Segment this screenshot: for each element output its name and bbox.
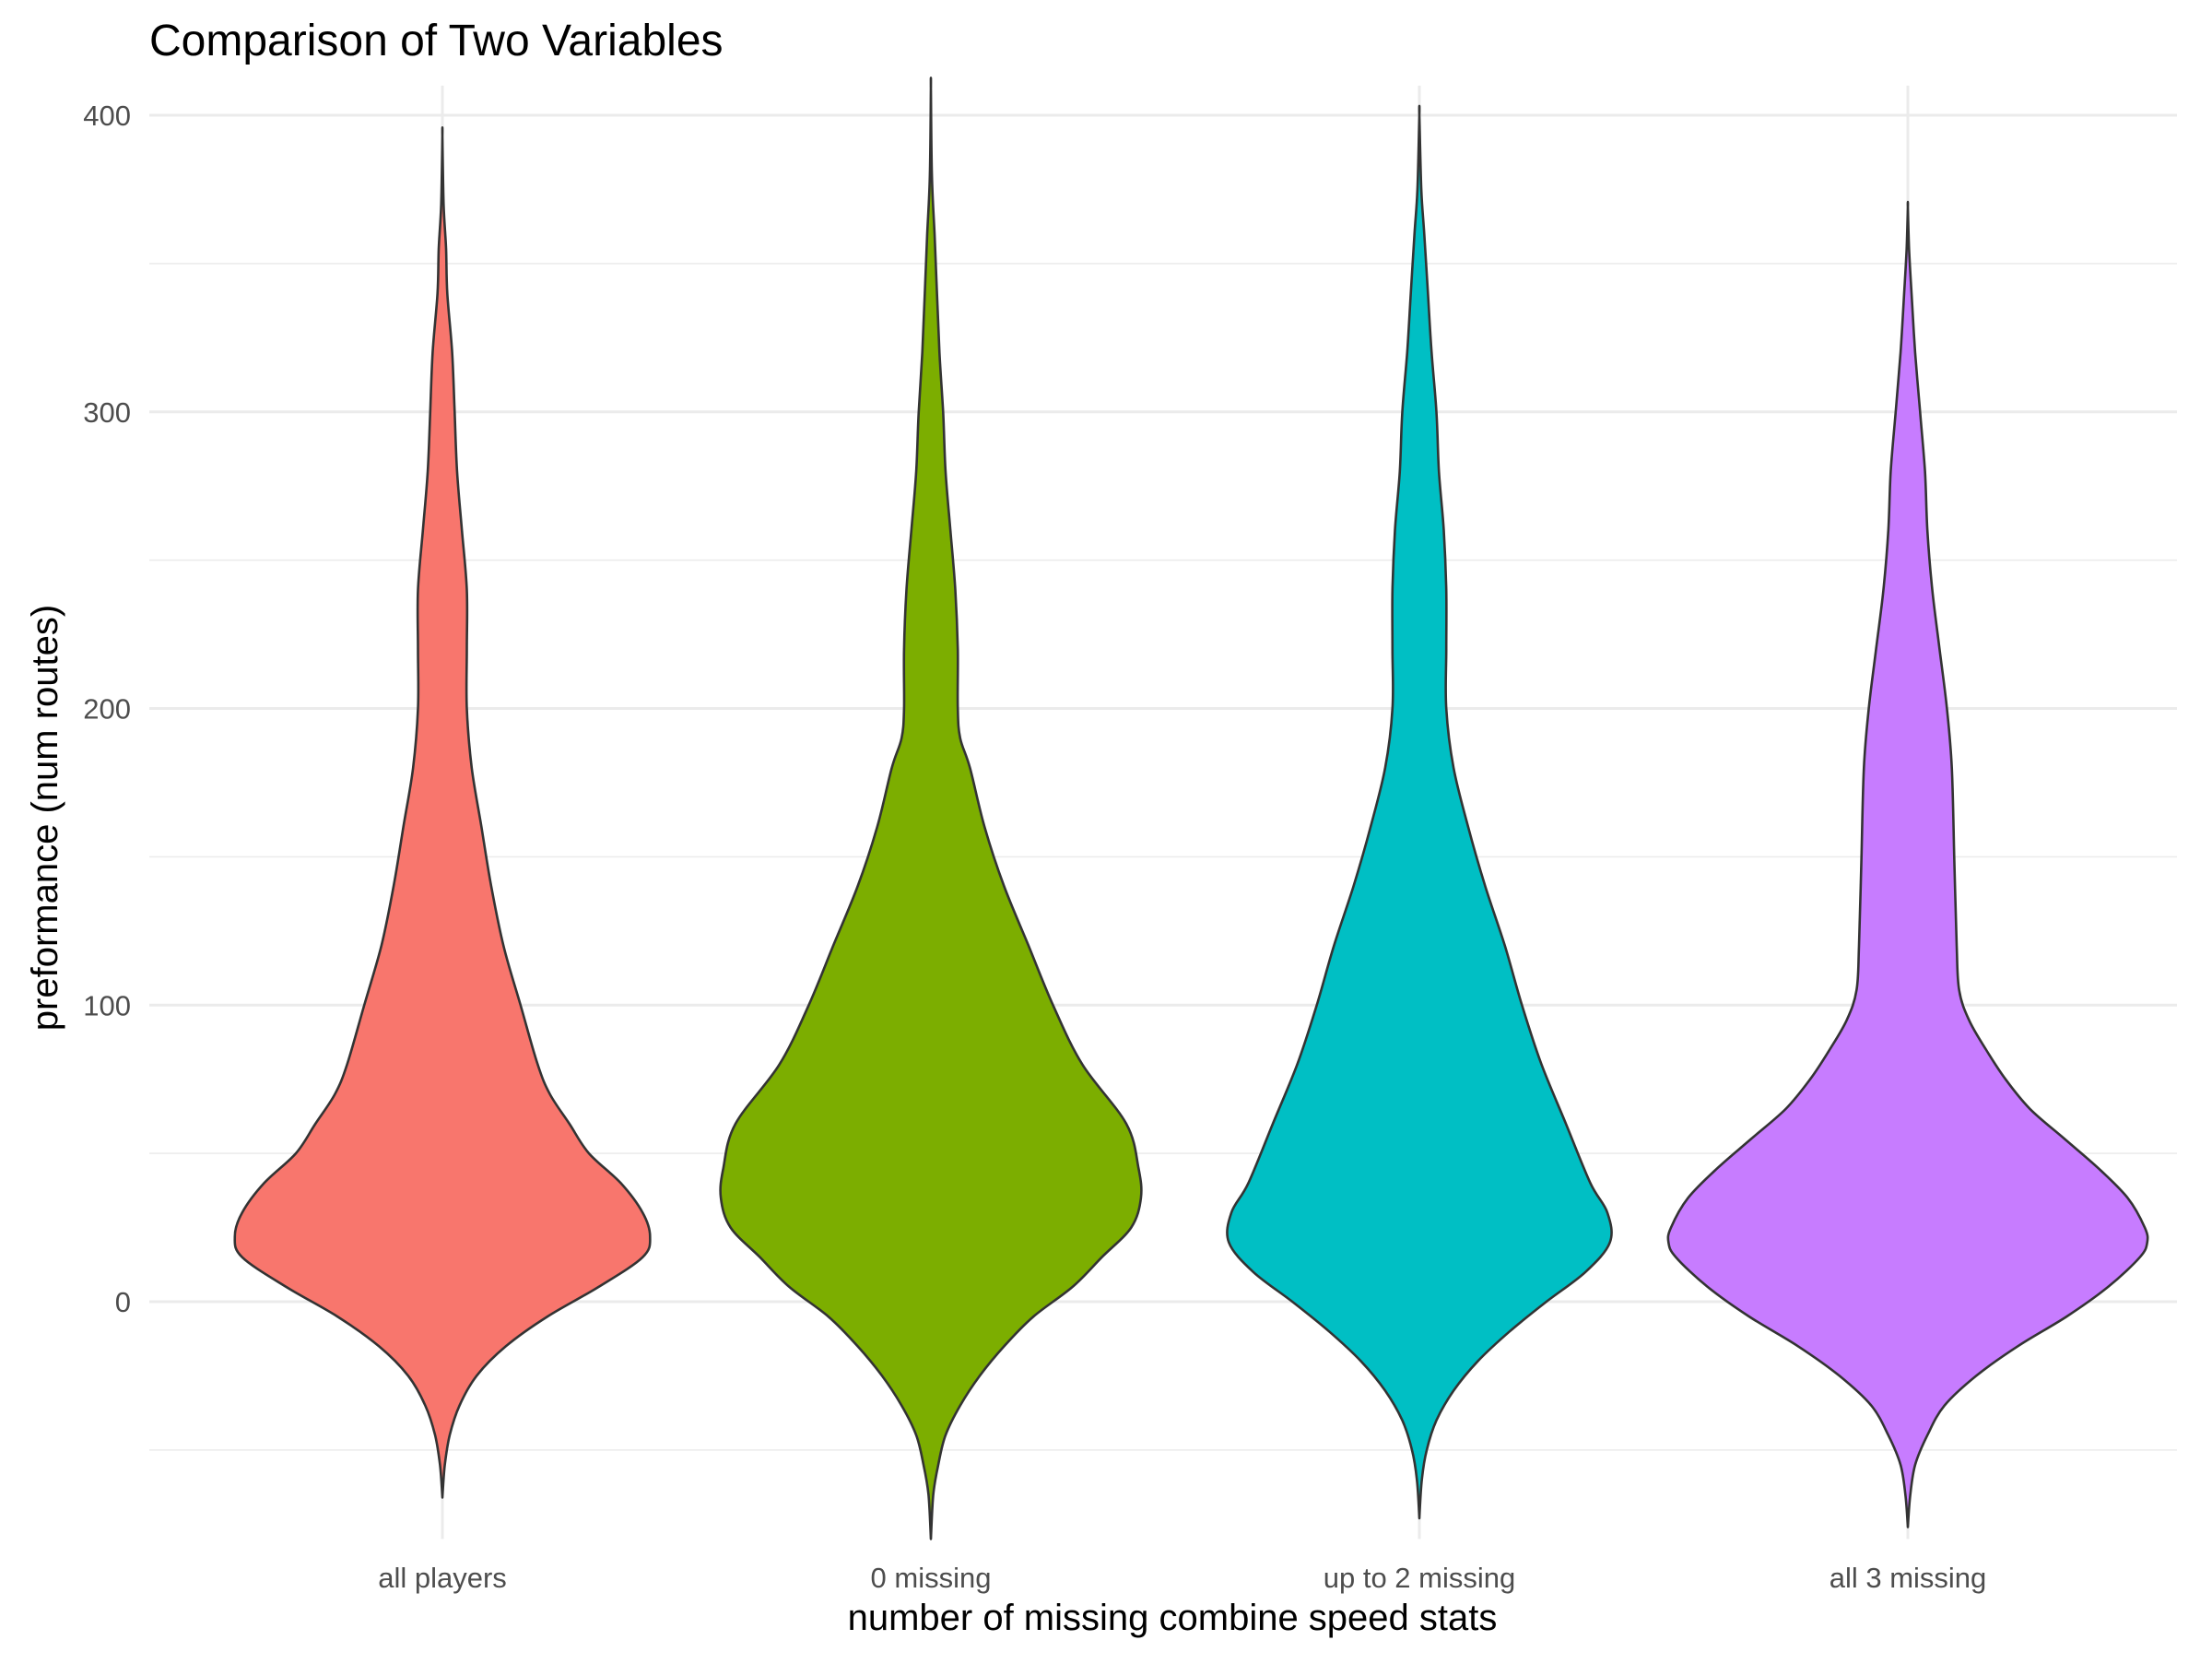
chart-title: Comparison of Two Variables — [149, 17, 724, 65]
y-tick-label: 400 — [83, 100, 131, 132]
violin-up-to-2-missing — [1226, 104, 1613, 1520]
x-tick-label: all players — [378, 1562, 507, 1594]
y-axis-title: preformance (num routes) — [25, 605, 65, 1031]
y-tick-label: 200 — [83, 693, 131, 726]
violin-all-players — [233, 125, 652, 1499]
x-tick-label: 0 missing — [871, 1562, 992, 1594]
y-tick-label: 300 — [83, 396, 131, 429]
violin-layer — [233, 77, 2149, 1540]
x-tick-label: all 3 missing — [1830, 1562, 1987, 1594]
violin-0-missing — [719, 77, 1143, 1540]
y-tick-label: 0 — [115, 1286, 131, 1318]
x-tick-labels: all players 0 missing up to 2 missing all 3… — [378, 1562, 1986, 1594]
x-tick-label: up to 2 missing — [1324, 1562, 1516, 1594]
x-axis-title: number of missing combine speed stats — [848, 1598, 1498, 1638]
y-tick-label: 100 — [83, 989, 131, 1021]
y-tick-labels: 0 100 200 300 400 — [83, 100, 131, 1318]
violin-all-3-missing — [1666, 200, 2149, 1528]
